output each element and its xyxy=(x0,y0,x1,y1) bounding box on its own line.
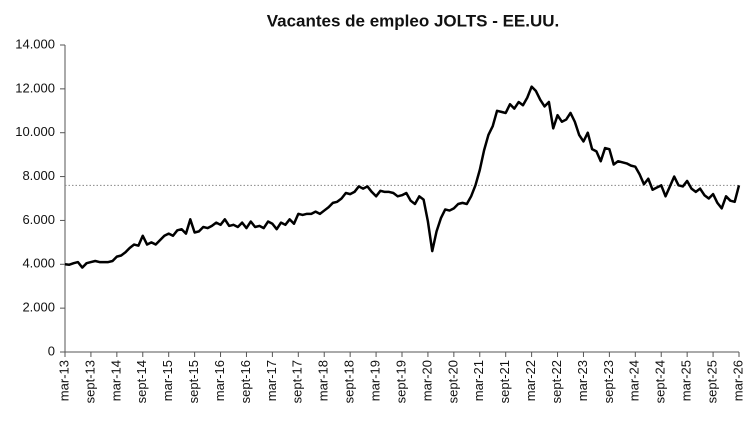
x-tick-label: sept-15 xyxy=(186,360,201,403)
chart-title: Vacantes de empleo JOLTS - EE.UU. xyxy=(267,11,560,30)
y-tick-label: 12.000 xyxy=(15,80,55,95)
x-tick-label: sept-16 xyxy=(238,360,253,403)
x-tick-label: sept-19 xyxy=(393,360,408,403)
y-tick-label: 2.000 xyxy=(22,300,55,315)
x-tick-label: sept-23 xyxy=(601,360,616,403)
y-tick-label: 6.000 xyxy=(22,212,55,227)
x-tick-label: mar-15 xyxy=(160,360,175,401)
y-tick-label: 10.000 xyxy=(15,124,55,139)
y-tick-label: 8.000 xyxy=(22,168,55,183)
x-tick-label: sept-22 xyxy=(549,360,564,403)
data-line xyxy=(64,85,741,269)
x-tick-label: mar-17 xyxy=(264,360,279,401)
x-tick-label: mar-19 xyxy=(368,360,383,401)
x-tick-label: mar-25 xyxy=(679,360,694,401)
x-tick-label: mar-14 xyxy=(108,360,123,401)
x-tick-label: sept-25 xyxy=(705,360,720,403)
x-tick-label: sept-21 xyxy=(497,360,512,403)
x-tick-label: mar-21 xyxy=(471,360,486,401)
x-tick-label: sept-14 xyxy=(134,360,149,403)
x-tick-label: sept-13 xyxy=(82,360,97,403)
x-tick-label: mar-16 xyxy=(212,360,227,401)
x-tick-label: mar-23 xyxy=(575,360,590,401)
y-tick-label: 4.000 xyxy=(22,256,55,271)
x-tick-label: mar-22 xyxy=(523,360,538,401)
y-tick-label: 14.000 xyxy=(15,36,55,51)
x-tick-label: sept-24 xyxy=(653,360,668,403)
x-tick-label: mar-26 xyxy=(730,360,745,401)
x-tick-label: mar-24 xyxy=(627,360,642,401)
x-tick-label: mar-13 xyxy=(56,360,71,401)
x-tick-label: mar-20 xyxy=(419,360,434,401)
x-tick-label: sept-18 xyxy=(342,360,357,403)
x-tick-label: sept-17 xyxy=(290,360,305,403)
y-tick-label: 0 xyxy=(48,343,55,358)
x-tick-label: sept-20 xyxy=(445,360,460,403)
x-tick-label: mar-18 xyxy=(316,360,331,401)
